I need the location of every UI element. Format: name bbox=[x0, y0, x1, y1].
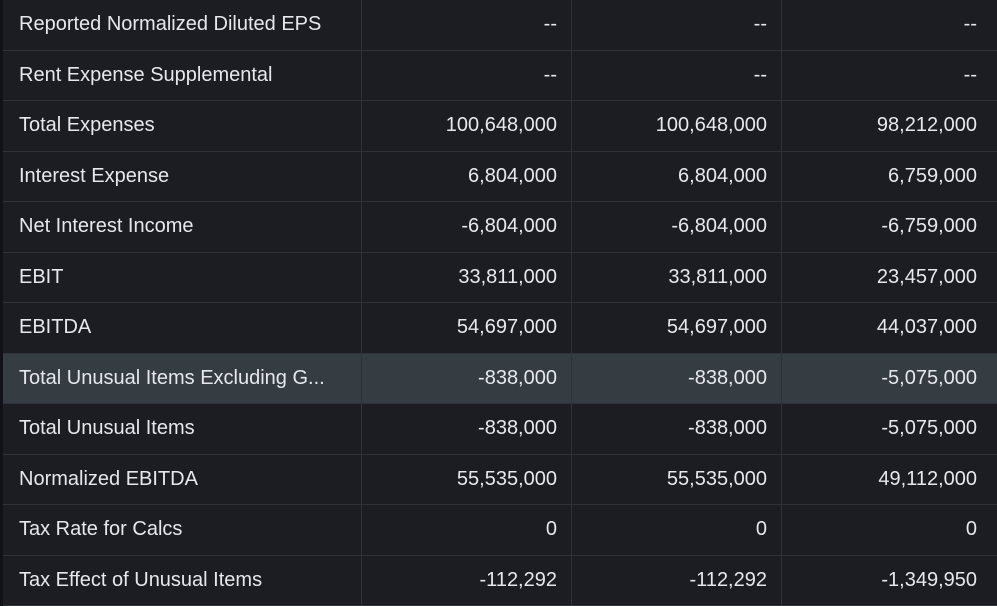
row-label: Total Expenses bbox=[3, 101, 362, 151]
table-row[interactable]: Interest Expense 6,804,000 6,804,000 6,7… bbox=[3, 152, 997, 203]
row-label: Total Unusual Items Excluding G... bbox=[3, 354, 362, 404]
row-label: Reported Normalized Diluted EPS bbox=[3, 0, 362, 50]
table-row[interactable]: Tax Rate for Calcs 0 0 0 bbox=[3, 505, 997, 556]
row-label: Tax Rate for Calcs bbox=[3, 505, 362, 555]
value-cell: -- bbox=[572, 51, 782, 101]
value-cell: 6,804,000 bbox=[362, 152, 572, 202]
value-cell: -838,000 bbox=[362, 404, 572, 454]
value-cell: 54,697,000 bbox=[362, 303, 572, 353]
value-cell: -5,075,000 bbox=[782, 354, 997, 404]
table-row[interactable]: Tax Effect of Unusual Items -112,292 -11… bbox=[3, 556, 997, 606]
value-cell: 44,037,000 bbox=[782, 303, 997, 353]
table-row[interactable]: Net Interest Income -6,804,000 -6,804,00… bbox=[3, 202, 997, 253]
value-cell: 49,112,000 bbox=[782, 455, 997, 505]
value-cell: -838,000 bbox=[572, 404, 782, 454]
value-cell: 0 bbox=[362, 505, 572, 555]
value-cell: -838,000 bbox=[572, 354, 782, 404]
table-row[interactable]: Normalized EBITDA 55,535,000 55,535,000 … bbox=[3, 455, 997, 506]
table-row-hovered[interactable]: Total Unusual Items Excluding G... -838,… bbox=[3, 354, 997, 405]
row-label: Rent Expense Supplemental bbox=[3, 51, 362, 101]
row-label: Total Unusual Items bbox=[3, 404, 362, 454]
value-cell: -6,804,000 bbox=[572, 202, 782, 252]
table-row[interactable]: Rent Expense Supplemental -- -- -- bbox=[3, 51, 997, 102]
value-cell: 6,759,000 bbox=[782, 152, 997, 202]
row-label: Normalized EBITDA bbox=[3, 455, 362, 505]
row-label: EBITDA bbox=[3, 303, 362, 353]
value-cell: 6,804,000 bbox=[572, 152, 782, 202]
value-cell: 55,535,000 bbox=[572, 455, 782, 505]
row-label: Tax Effect of Unusual Items bbox=[3, 556, 362, 606]
table-row[interactable]: Total Unusual Items -838,000 -838,000 -5… bbox=[3, 404, 997, 455]
financials-table: Reported Normalized Diluted EPS -- -- --… bbox=[3, 0, 997, 606]
table-row[interactable]: EBITDA 54,697,000 54,697,000 44,037,000 bbox=[3, 303, 997, 354]
value-cell: -112,292 bbox=[572, 556, 782, 606]
value-cell: 33,811,000 bbox=[362, 253, 572, 303]
value-cell: 100,648,000 bbox=[362, 101, 572, 151]
table-row[interactable]: Total Expenses 100,648,000 100,648,000 9… bbox=[3, 101, 997, 152]
value-cell: -112,292 bbox=[362, 556, 572, 606]
value-cell: -- bbox=[572, 0, 782, 50]
value-cell: 54,697,000 bbox=[572, 303, 782, 353]
row-label: Net Interest Income bbox=[3, 202, 362, 252]
table-row[interactable]: Reported Normalized Diluted EPS -- -- -- bbox=[3, 0, 997, 51]
value-cell: -6,759,000 bbox=[782, 202, 997, 252]
value-cell: -5,075,000 bbox=[782, 404, 997, 454]
value-cell: -- bbox=[782, 51, 997, 101]
value-cell: 0 bbox=[782, 505, 997, 555]
value-cell: -- bbox=[362, 51, 572, 101]
value-cell: -6,804,000 bbox=[362, 202, 572, 252]
value-cell: 55,535,000 bbox=[362, 455, 572, 505]
row-label: Interest Expense bbox=[3, 152, 362, 202]
value-cell: 100,648,000 bbox=[572, 101, 782, 151]
value-cell: 33,811,000 bbox=[572, 253, 782, 303]
value-cell: 0 bbox=[572, 505, 782, 555]
value-cell: -838,000 bbox=[362, 354, 572, 404]
row-label: EBIT bbox=[3, 253, 362, 303]
table-row[interactable]: EBIT 33,811,000 33,811,000 23,457,000 bbox=[3, 253, 997, 304]
value-cell: -1,349,950 bbox=[782, 556, 997, 606]
value-cell: -- bbox=[782, 0, 997, 50]
value-cell: 23,457,000 bbox=[782, 253, 997, 303]
value-cell: -- bbox=[362, 0, 572, 50]
value-cell: 98,212,000 bbox=[782, 101, 997, 151]
